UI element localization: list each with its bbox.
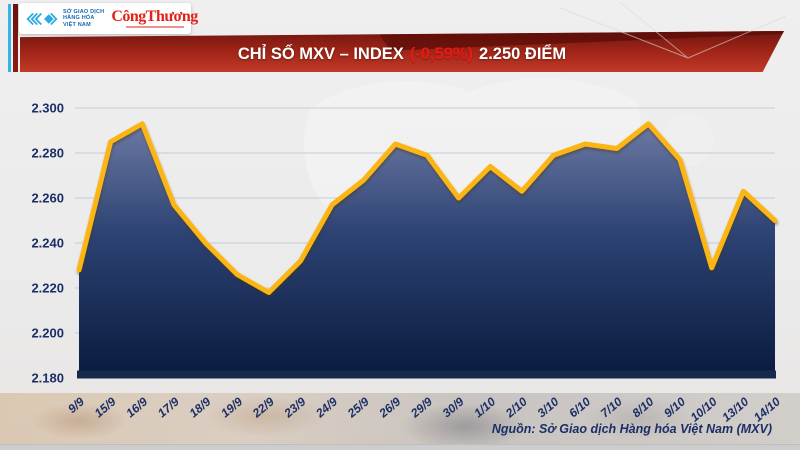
network-lines-watermark (559, 1, 787, 59)
svg-text:25/9: 25/9 (344, 394, 372, 421)
exchange-name-line: SỞ GIAO DỊCH (63, 8, 105, 15)
svg-text:15/9: 15/9 (92, 394, 119, 420)
banner-title: CHỈ SỐ MXV – INDEX (237, 44, 404, 63)
svg-text:6/10: 6/10 (566, 394, 593, 420)
svg-text:2.180: 2.180 (31, 371, 64, 386)
svg-text:1/10: 1/10 (471, 394, 498, 420)
svg-text:2.260: 2.260 (31, 191, 64, 206)
svg-text:2.200: 2.200 (31, 326, 64, 341)
masthead-logos: SỞ GIAO DỊCH HÀNG HÓA VIỆT NAM CôngThươn… (19, 3, 198, 34)
svg-text:26/9: 26/9 (376, 394, 404, 421)
svg-text:8/10: 8/10 (629, 394, 656, 420)
accent-stripe-red (13, 4, 18, 72)
congthuong-wordmark: CôngThương (111, 8, 198, 25)
congthuong-logo: CôngThương (111, 8, 198, 28)
svg-text:2.240: 2.240 (31, 236, 64, 251)
exchange-name-line: VIỆT NAM (63, 21, 91, 28)
svg-text:29/9: 29/9 (407, 394, 435, 421)
svg-text:10/10: 10/10 (688, 394, 720, 424)
title-banner: CHỈ SỐ MXV – INDEX (-0,59%) 2.250 ĐIỂM (20, 31, 784, 72)
source-caption: Nguồn: Sở Giao dịch Hàng hóa Việt Nam (M… (491, 422, 772, 436)
svg-text:7/10: 7/10 (598, 394, 625, 420)
svg-text:9/10: 9/10 (661, 394, 688, 420)
banner-change-percent: (-0,59%) (409, 44, 474, 63)
svg-text:9/9: 9/9 (65, 394, 87, 416)
background-photo-strip (0, 393, 800, 444)
svg-text:2.220: 2.220 (31, 281, 64, 296)
svg-text:22/9: 22/9 (249, 394, 277, 421)
svg-text:2/10: 2/10 (502, 394, 530, 421)
exchange-name-line: HÀNG HÓA (63, 15, 95, 22)
svg-text:2.300: 2.300 (31, 101, 64, 116)
svg-text:30/9: 30/9 (440, 394, 467, 420)
svg-text:16/9: 16/9 (123, 394, 150, 420)
svg-text:19/9: 19/9 (218, 394, 245, 420)
svg-text:3/10: 3/10 (535, 394, 562, 420)
congthuong-tagline-rule (125, 26, 184, 28)
exchange-name: SỞ GIAO DỊCH HÀNG HÓA VIỆT NAM (63, 9, 104, 29)
svg-text:24/9: 24/9 (312, 394, 340, 421)
svg-text:2.280: 2.280 (31, 146, 64, 161)
svg-text:17/9: 17/9 (155, 394, 182, 420)
bottom-edge-bar (0, 444, 800, 450)
svg-text:14/10: 14/10 (751, 394, 783, 424)
banner-points-value: 2.250 ĐIỂM (479, 44, 567, 63)
svg-text:23/9: 23/9 (281, 394, 309, 421)
accent-stripe-cyan (8, 4, 11, 72)
svg-text:18/9: 18/9 (187, 394, 214, 420)
mxv-logo-icon (26, 12, 58, 25)
svg-text:13/10: 13/10 (719, 394, 751, 424)
